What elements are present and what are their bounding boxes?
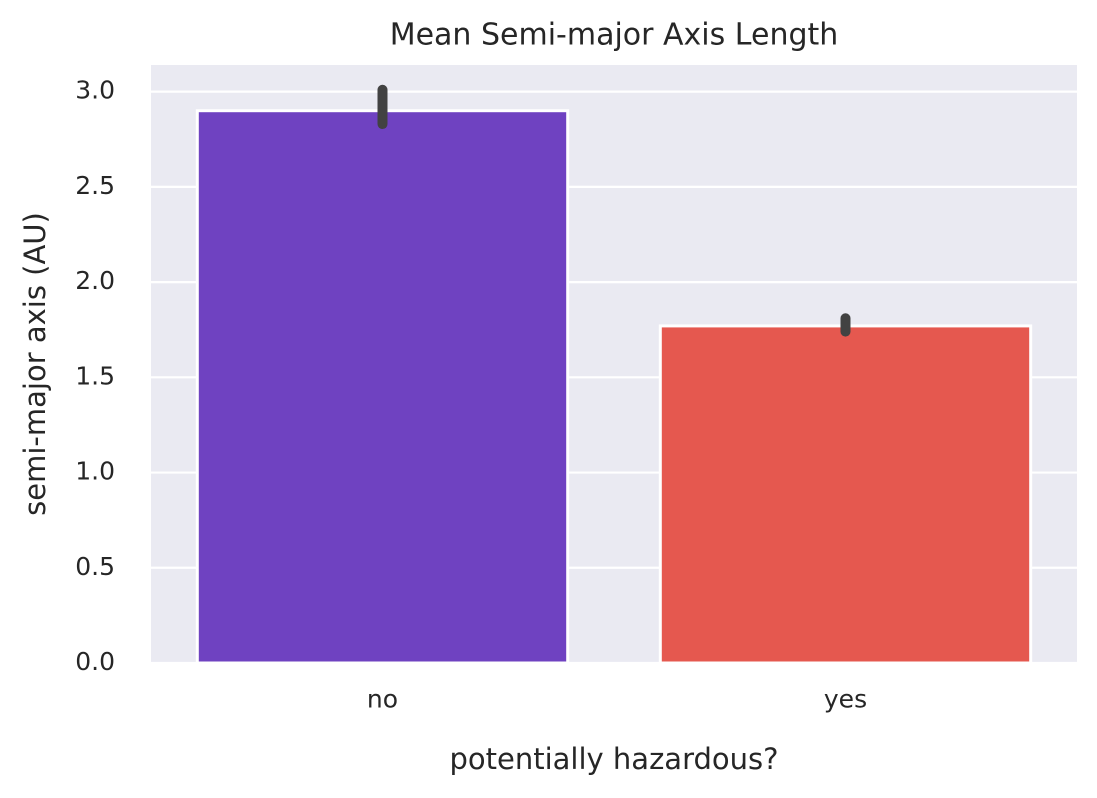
y-tick-label: 1.5 [75,361,115,390]
y-axis-ticks: 0.0 0.5 1.0 1.5 2.0 2.5 3.0 [75,76,115,676]
x-tick-label: no [367,684,398,713]
y-tick-label: 2.0 [75,266,115,295]
y-tick-label: 2.5 [75,171,115,200]
bar-no [195,109,570,665]
y-tick-label: 3.0 [75,76,115,105]
x-tick-label: yes [824,684,867,713]
y-axis-label: semi-major axis (AU) [18,212,52,516]
x-axis-label: potentially hazardous? [449,742,778,776]
chart-title: Mean Semi-major Axis Length [390,18,839,53]
y-tick-label: 0.0 [75,647,115,676]
x-axis-ticks: no yes [367,684,867,713]
y-tick-label: 0.5 [75,552,115,581]
bar-yes [658,324,1033,665]
y-tick-label: 1.0 [75,457,115,486]
error-bars [377,84,851,337]
